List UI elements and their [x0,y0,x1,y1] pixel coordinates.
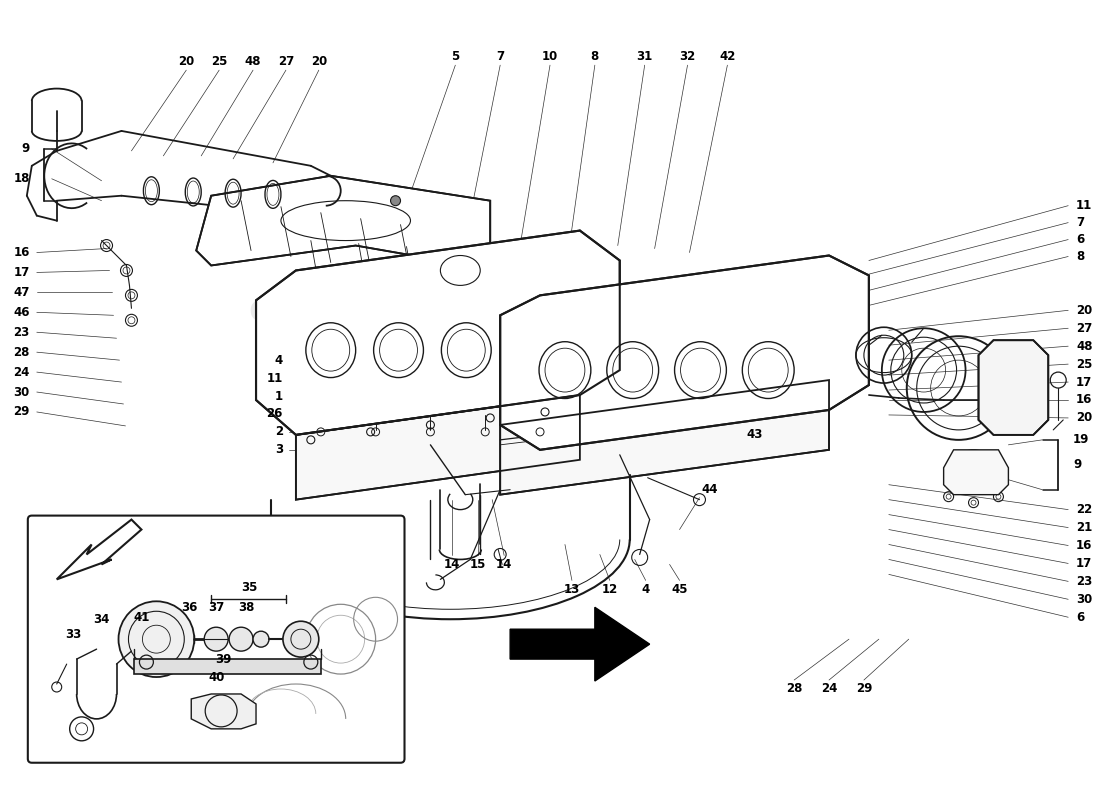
Text: 30: 30 [13,386,30,398]
Text: 7: 7 [496,50,504,62]
Polygon shape [979,340,1048,435]
Text: 34: 34 [94,613,110,626]
Polygon shape [500,255,869,450]
Text: 25: 25 [1076,358,1092,370]
FancyBboxPatch shape [28,515,405,762]
Text: 16: 16 [1076,539,1092,552]
Text: 26: 26 [266,407,283,421]
Polygon shape [296,395,580,500]
Text: 3: 3 [275,443,283,456]
Text: 15: 15 [470,558,486,571]
Text: 14: 14 [444,558,461,571]
Text: 21: 21 [1076,521,1092,534]
Text: 25: 25 [211,54,228,68]
Text: eurospares: eurospares [122,598,280,622]
Text: 28: 28 [13,346,30,358]
Text: 12: 12 [602,583,618,596]
Text: 36: 36 [182,601,197,614]
Text: 48: 48 [245,54,262,68]
Text: 30: 30 [1076,593,1092,606]
Text: 31: 31 [637,50,652,62]
Text: 20: 20 [1076,304,1092,317]
Text: 37: 37 [208,601,224,614]
Text: 32: 32 [680,50,695,62]
Text: 33: 33 [66,628,81,641]
Text: 23: 23 [1076,575,1092,588]
Text: 41: 41 [133,610,150,624]
Text: 48: 48 [1076,340,1092,353]
Text: 42: 42 [719,50,736,62]
Polygon shape [196,176,491,266]
Text: 43: 43 [746,428,762,442]
Circle shape [119,602,195,677]
Text: eurospares: eurospares [527,411,772,449]
Text: 39: 39 [214,653,231,666]
Text: 6: 6 [1076,233,1085,246]
Text: 27: 27 [278,54,294,68]
Polygon shape [256,230,619,435]
Text: 17: 17 [1076,557,1092,570]
Text: 8: 8 [591,50,600,62]
Text: 7: 7 [1076,216,1085,229]
Text: 14: 14 [496,558,513,571]
Text: 40: 40 [208,670,224,683]
Text: 45: 45 [671,583,688,596]
Text: 6: 6 [1076,610,1085,624]
Text: 20: 20 [178,54,195,68]
Text: 10: 10 [542,50,558,62]
Text: 17: 17 [13,266,30,279]
Text: 29: 29 [13,406,30,418]
Text: 4: 4 [275,354,283,366]
Polygon shape [500,380,829,494]
Text: 35: 35 [241,581,257,594]
Text: 28: 28 [786,682,802,695]
Circle shape [253,631,270,647]
Text: 13: 13 [564,583,580,596]
Text: 5: 5 [451,50,460,62]
Text: 47: 47 [13,286,30,299]
Text: 18: 18 [13,172,30,186]
Polygon shape [134,659,321,674]
Text: eurospares: eurospares [248,291,494,330]
Text: 20: 20 [1076,411,1092,425]
Text: 23: 23 [13,326,30,338]
Circle shape [205,627,228,651]
Circle shape [390,196,400,206]
Text: 22: 22 [1076,503,1092,516]
Text: 16: 16 [13,246,30,259]
Text: 11: 11 [266,371,283,385]
Text: 19: 19 [1074,434,1090,446]
Text: 20: 20 [310,54,327,68]
Text: 24: 24 [821,682,837,695]
Text: 17: 17 [1076,375,1092,389]
Text: 4: 4 [641,583,650,596]
Text: 44: 44 [701,483,717,496]
Text: 46: 46 [13,306,30,319]
Text: 9: 9 [22,142,30,155]
Text: 38: 38 [238,601,254,614]
Text: 16: 16 [1076,394,1092,406]
Text: 29: 29 [856,682,872,695]
Text: 9: 9 [1074,458,1081,471]
Polygon shape [191,694,256,729]
Text: 27: 27 [1076,322,1092,334]
Polygon shape [944,450,1009,494]
Polygon shape [510,607,650,681]
Text: 2: 2 [275,426,283,438]
Text: 11: 11 [1076,199,1092,212]
Text: 1: 1 [275,390,283,402]
Circle shape [229,627,253,651]
Text: 8: 8 [1076,250,1085,263]
Circle shape [283,622,319,657]
Text: 24: 24 [13,366,30,378]
